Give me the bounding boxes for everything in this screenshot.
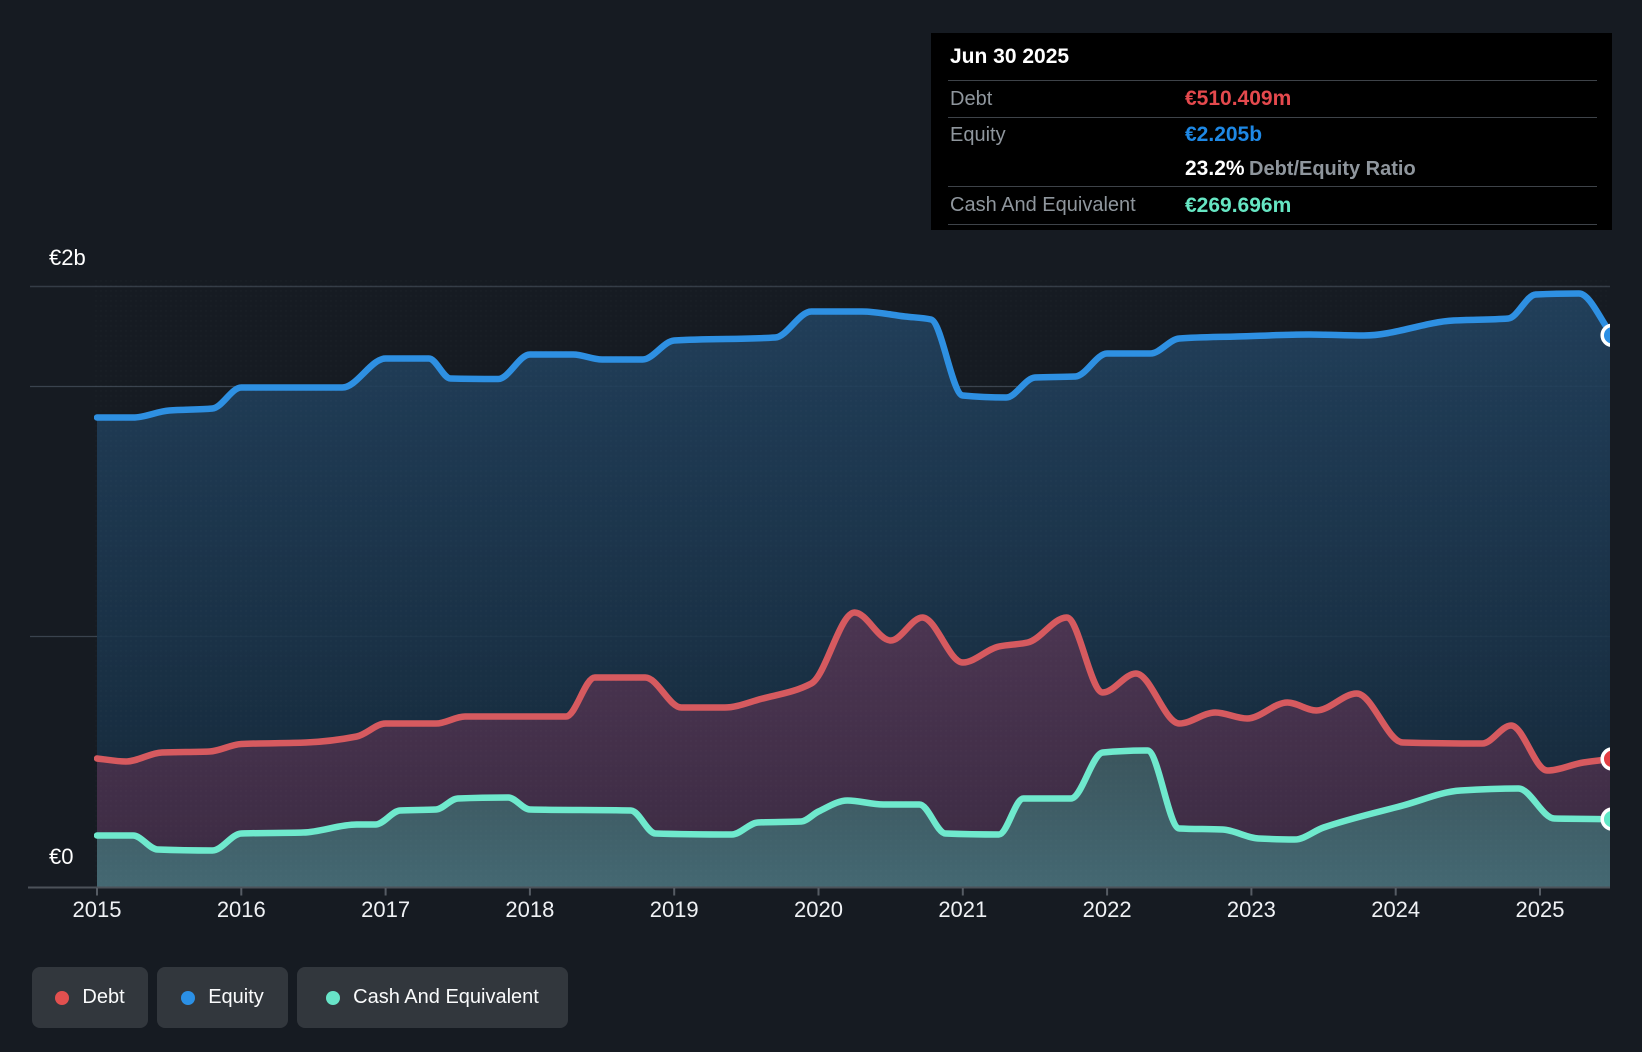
tooltip-cash-value: €269.696m <box>1185 193 1292 217</box>
tooltip-row-equity: Equity €2.205b <box>948 118 1597 152</box>
legend-cash-label: Cash And Equivalent <box>353 986 539 1008</box>
tooltip-cash-label: Cash And Equivalent <box>950 194 1136 216</box>
x-axis-label-2020: 2020 <box>794 897 843 922</box>
chart-tooltip: Jun 30 2025 Debt €510.409m Equity €2.205… <box>931 33 1612 230</box>
x-axis-label-2017: 2017 <box>361 897 411 922</box>
chart-legend: Debt Equity Cash And Equivalent <box>32 967 568 1028</box>
x-axis-label-2016: 2016 <box>216 897 266 922</box>
tooltip-date: Jun 30 2025 <box>948 33 1597 81</box>
x-axis-label-2024: 2024 <box>1371 897 1421 922</box>
tooltip-ratio-value: 23.2% <box>1185 157 1245 180</box>
x-axis-label-2025: 2025 <box>1515 897 1565 922</box>
debt-dot-icon <box>55 990 70 1005</box>
x-axis-label-2022: 2022 <box>1082 897 1132 922</box>
legend-equity-label: Equity <box>208 986 264 1008</box>
tooltip-debt-value: €510.409m <box>1185 87 1292 110</box>
legend-debt-label: Debt <box>82 986 125 1008</box>
x-axis-label-2018: 2018 <box>505 897 555 922</box>
x-axis-label-2019: 2019 <box>649 897 699 922</box>
tooltip-row-ratio: 23.2% Debt/Equity Ratio <box>948 152 1597 187</box>
x-axis-label-2021: 2021 <box>938 897 988 922</box>
x-axis-label-2015: 2015 <box>72 897 122 922</box>
x-axis-label-2023: 2023 <box>1226 897 1276 922</box>
legend-item-debt[interactable]: Debt <box>32 967 148 1028</box>
tooltip-debt-label: Debt <box>950 87 993 110</box>
y-axis-label-zero: €0 <box>49 844 74 869</box>
legend-item-cash[interactable]: Cash And Equivalent <box>297 967 568 1028</box>
tooltip-ratio: 23.2% Debt/Equity Ratio <box>1185 157 1597 181</box>
tooltip-ratio-label: Debt/Equity Ratio <box>1249 158 1416 180</box>
legend-item-equity[interactable]: Equity <box>157 967 288 1028</box>
equity-dot-icon <box>181 990 196 1005</box>
tooltip-row-debt: Debt €510.409m <box>948 81 1597 118</box>
cash-dot-icon <box>326 990 341 1005</box>
tooltip-equity-label: Equity <box>950 123 1006 146</box>
tooltip-row-cash: Cash And Equivalent €269.696m <box>948 187 1597 225</box>
y-axis-label-top: €2b <box>49 245 86 270</box>
tooltip-equity-value: €2.205b <box>1185 123 1263 146</box>
